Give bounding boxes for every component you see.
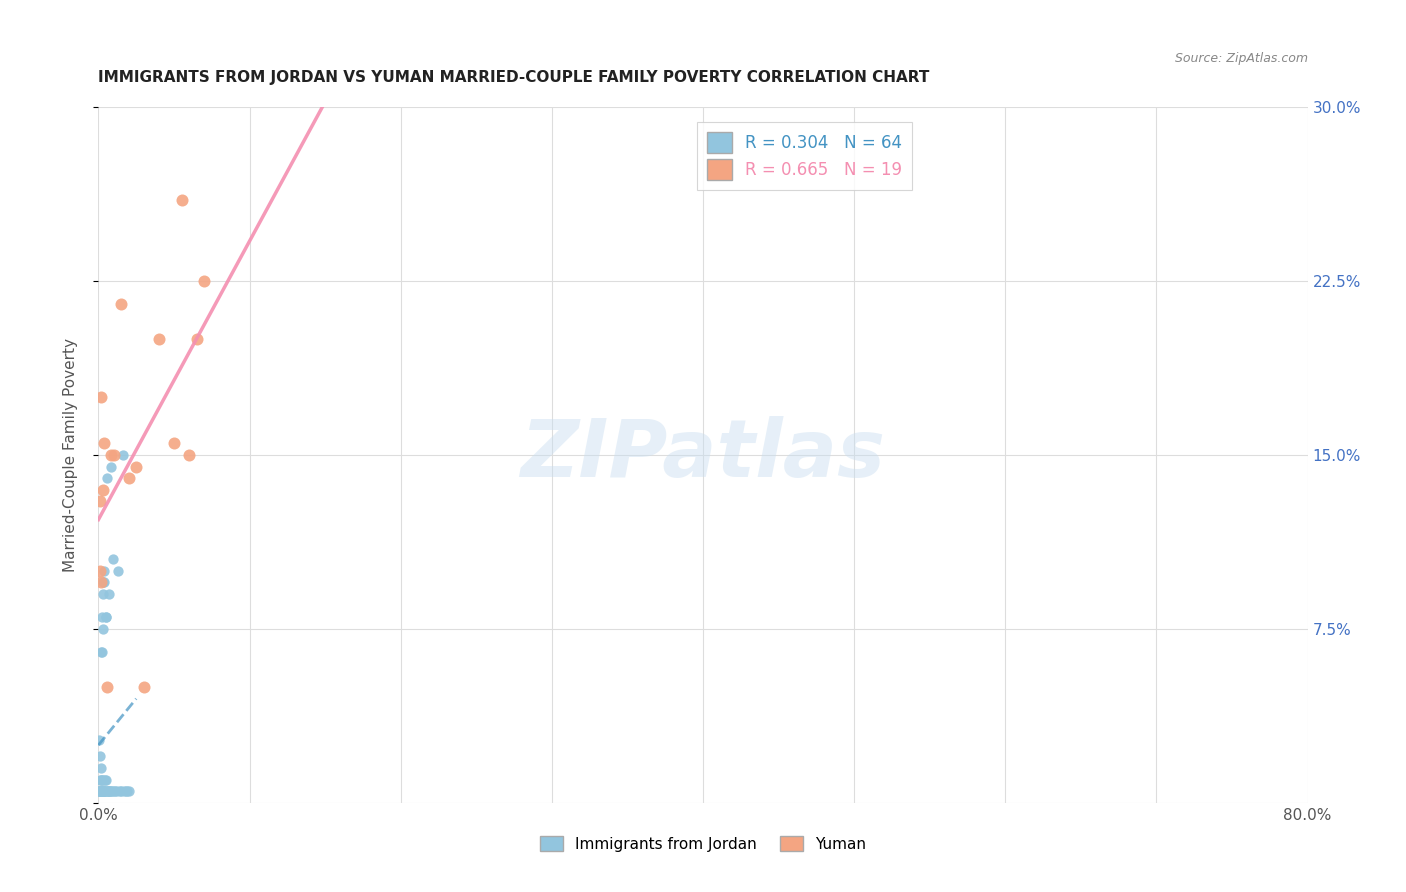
Point: [94, 772, 117, 787]
Point: [148, 332, 170, 346]
Point: [101, 784, 124, 798]
Point: [118, 471, 141, 485]
Point: [98, 784, 121, 798]
Point: [94, 610, 117, 624]
Point: [89, 784, 111, 798]
Point: [193, 274, 215, 288]
Point: [111, 448, 134, 462]
Text: Source: ZipAtlas.com: Source: ZipAtlas.com: [1174, 53, 1308, 65]
Text: IMMIGRANTS FROM JORDAN VS YUMAN MARRIED-COUPLE FAMILY POVERTY CORRELATION CHART: IMMIGRANTS FROM JORDAN VS YUMAN MARRIED-…: [98, 70, 929, 85]
Point: [90, 784, 112, 798]
Point: [104, 784, 127, 798]
Point: [90, 645, 112, 659]
Point: [93, 784, 115, 798]
Point: [94, 610, 117, 624]
Point: [89, 784, 111, 798]
Point: [89, 772, 111, 787]
Point: [91, 784, 114, 798]
Point: [90, 772, 112, 787]
Point: [91, 587, 114, 601]
Point: [89, 784, 111, 798]
Point: [96, 772, 118, 787]
Point: [93, 784, 115, 798]
Point: [170, 193, 193, 207]
Point: [89, 784, 111, 798]
Point: [90, 784, 112, 798]
Point: [107, 564, 129, 578]
Point: [91, 784, 114, 798]
Point: [132, 680, 155, 694]
Point: [101, 552, 124, 566]
Point: [97, 784, 120, 798]
Point: [103, 784, 125, 798]
Text: ZIPatlas: ZIPatlas: [520, 416, 886, 494]
Point: [98, 587, 121, 601]
Point: [90, 575, 112, 590]
Point: [89, 784, 111, 798]
Point: [89, 784, 111, 798]
Point: [89, 494, 111, 508]
Point: [93, 784, 115, 798]
Point: [94, 784, 117, 798]
Point: [94, 784, 117, 798]
Point: [103, 448, 125, 462]
Point: [105, 784, 128, 798]
Point: [93, 564, 115, 578]
Point: [90, 761, 112, 775]
Point: [98, 784, 121, 798]
Point: [110, 297, 132, 311]
Point: [112, 784, 135, 798]
Point: [89, 749, 111, 764]
Point: [90, 784, 112, 798]
Point: [90, 390, 112, 404]
Legend: Immigrants from Jordan, Yuman: Immigrants from Jordan, Yuman: [534, 830, 872, 858]
Point: [110, 784, 132, 798]
Point: [91, 772, 114, 787]
Point: [186, 332, 208, 346]
Point: [115, 784, 138, 798]
Point: [90, 772, 112, 787]
Point: [125, 459, 148, 474]
Point: [90, 784, 112, 798]
Point: [108, 784, 131, 798]
Point: [163, 436, 186, 450]
Point: [93, 575, 115, 590]
Point: [90, 784, 112, 798]
Point: [100, 784, 122, 798]
Point: [93, 436, 115, 450]
Point: [90, 784, 112, 798]
Point: [96, 471, 118, 485]
Point: [89, 784, 111, 798]
Point: [89, 564, 111, 578]
Y-axis label: Married-Couple Family Poverty: Married-Couple Family Poverty: [63, 338, 77, 572]
Point: [90, 784, 112, 798]
Point: [179, 448, 201, 462]
Point: [91, 483, 114, 497]
Point: [89, 733, 111, 747]
Point: [91, 784, 114, 798]
Point: [91, 645, 114, 659]
Point: [118, 784, 141, 798]
Point: [91, 575, 114, 590]
Point: [100, 448, 122, 462]
Point: [97, 784, 120, 798]
Point: [96, 680, 118, 694]
Point: [100, 459, 122, 474]
Point: [91, 622, 114, 636]
Point: [96, 784, 118, 798]
Point: [90, 784, 112, 798]
Point: [90, 610, 112, 624]
Point: [114, 784, 136, 798]
